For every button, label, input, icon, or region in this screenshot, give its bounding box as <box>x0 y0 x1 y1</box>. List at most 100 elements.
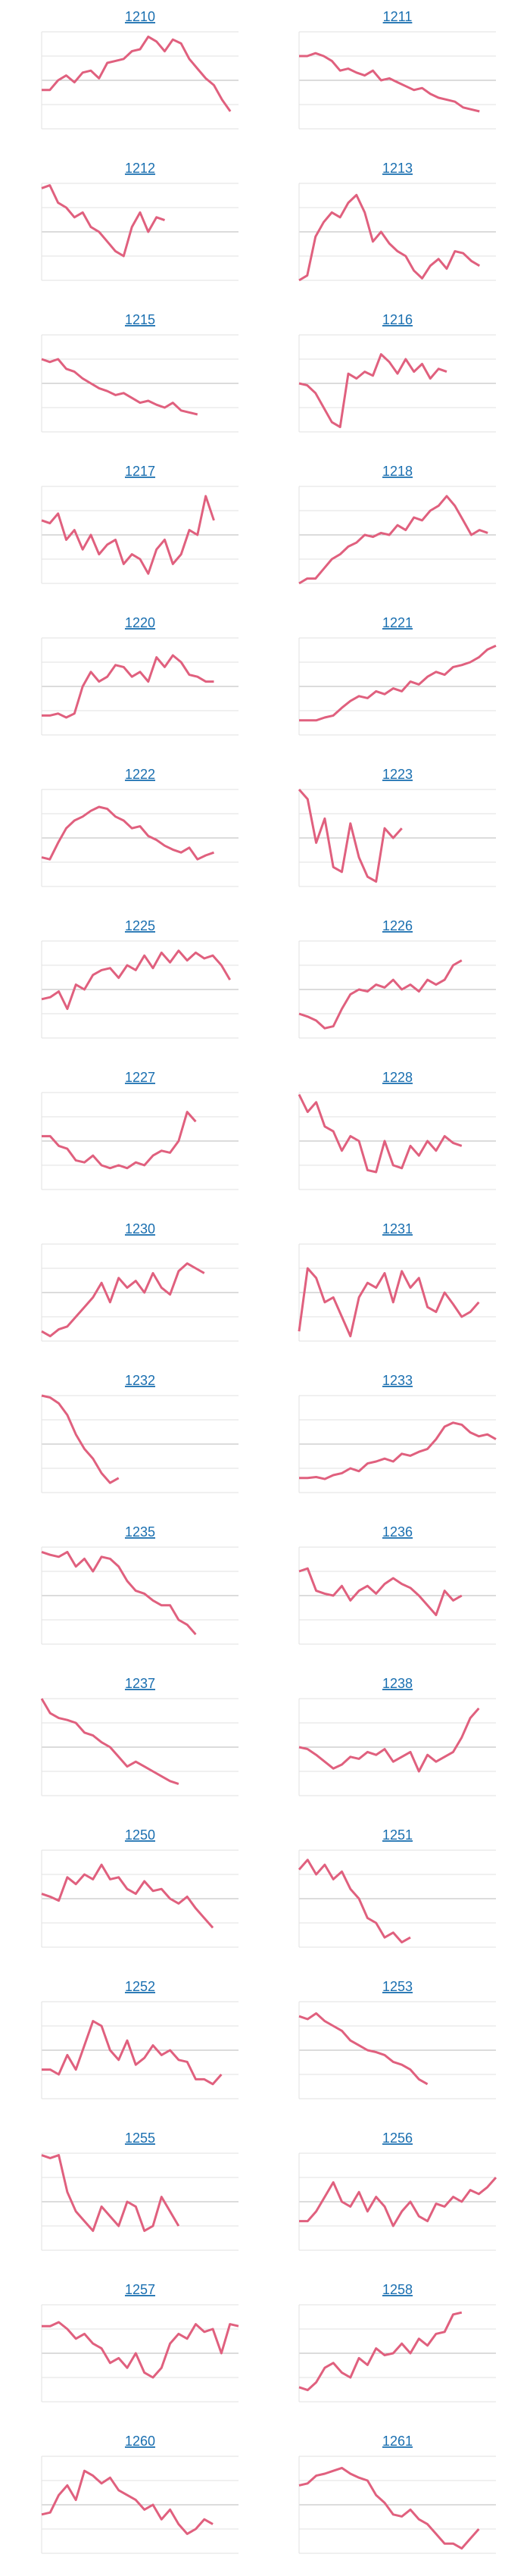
price-line <box>41 1262 205 1338</box>
chart-title-link[interactable]: 1258 <box>382 2282 413 2297</box>
price-line <box>299 644 497 722</box>
chart-title-link[interactable]: 1218 <box>382 464 413 479</box>
chart-title-link[interactable]: 1216 <box>382 312 413 327</box>
chart-title-link[interactable]: 1228 <box>382 1070 413 1085</box>
chart-title[interactable]: 1222 <box>125 767 155 782</box>
chart-title-link[interactable]: 1238 <box>382 1676 413 1691</box>
chart-title[interactable]: 1251 <box>382 1827 413 1843</box>
price-line <box>298 1093 463 1174</box>
chart-title-link[interactable]: 1233 <box>382 1373 413 1388</box>
mini-chart: 1215 <box>41 312 238 433</box>
chart-title[interactable]: 1250 <box>125 1827 155 1843</box>
chart-title[interactable]: 1232 <box>125 1373 155 1388</box>
price-line <box>298 1567 463 1617</box>
chart-title[interactable]: 1238 <box>382 1676 413 1691</box>
chart-title[interactable]: 1227 <box>125 1070 155 1085</box>
mini-chart: 1257 <box>41 2282 239 2402</box>
chart-title[interactable]: 1236 <box>382 1524 413 1540</box>
mini-chart: 1250 <box>41 1827 238 1948</box>
mini-chart: 1251 <box>298 1827 496 1948</box>
price-line <box>298 2311 463 2392</box>
chart-title[interactable]: 1252 <box>125 1979 155 1994</box>
chart-title-link[interactable]: 1220 <box>125 615 155 630</box>
chart-title[interactable]: 1212 <box>125 161 155 176</box>
price-line <box>42 2321 239 2379</box>
mini-chart: 1255 <box>41 2131 238 2251</box>
price-line <box>298 193 481 282</box>
price-line <box>298 2012 429 2086</box>
chart-title-link[interactable]: 1250 <box>125 1827 155 1843</box>
chart-title[interactable]: 1210 <box>125 9 155 24</box>
mini-chart: 1220 <box>41 615 238 736</box>
chart-title-link[interactable]: 1255 <box>125 2131 155 2146</box>
chart-title-link[interactable]: 1211 <box>383 9 413 24</box>
mini-chart: 1236 <box>298 1524 496 1645</box>
mini-chart: 1235 <box>41 1524 238 1645</box>
chart-title-link[interactable]: 1232 <box>125 1373 155 1388</box>
mini-chart: 1223 <box>298 767 496 887</box>
chart-title-link[interactable]: 1235 <box>125 1524 155 1540</box>
chart-title[interactable]: 1215 <box>125 312 155 327</box>
chart-title-link[interactable]: 1257 <box>125 2282 155 2297</box>
chart-title[interactable]: 1255 <box>125 2131 155 2146</box>
chart-title-link[interactable]: 1225 <box>125 918 155 933</box>
chart-title[interactable]: 1235 <box>125 1524 155 1540</box>
chart-title[interactable]: 1228 <box>382 1070 413 1085</box>
chart-title[interactable]: 1221 <box>382 615 413 630</box>
chart-title[interactable]: 1225 <box>125 918 155 933</box>
chart-title[interactable]: 1218 <box>382 464 413 479</box>
chart-title-link[interactable]: 1256 <box>382 2131 413 2146</box>
mini-chart: 1232 <box>41 1373 238 1493</box>
mini-chart: 1256 <box>298 2131 497 2251</box>
chart-title-link[interactable]: 1231 <box>382 1221 413 1236</box>
price-line <box>298 789 403 883</box>
price-line <box>41 949 231 1011</box>
chart-title[interactable]: 1217 <box>125 464 155 479</box>
chart-title-link[interactable]: 1237 <box>125 1676 155 1691</box>
chart-title[interactable]: 1216 <box>382 312 413 327</box>
chart-title-link[interactable]: 1210 <box>125 9 155 24</box>
chart-title[interactable]: 1213 <box>382 161 413 176</box>
chart-title-link[interactable]: 1252 <box>125 1979 155 1994</box>
chart-title-link[interactable]: 1213 <box>382 161 413 176</box>
chart-title[interactable]: 1260 <box>125 2434 155 2449</box>
chart-title-link[interactable]: 1253 <box>382 1979 413 1994</box>
mini-chart: 1210 <box>41 9 238 130</box>
chart-title[interactable]: 1220 <box>125 615 155 630</box>
price-line <box>41 1863 214 1929</box>
mini-chart: 1260 <box>41 2434 238 2554</box>
chart-title[interactable]: 1226 <box>382 918 413 933</box>
chart-title[interactable]: 1231 <box>382 1221 413 1236</box>
chart-title-link[interactable]: 1261 <box>382 2434 413 2449</box>
chart-title-link[interactable]: 1226 <box>382 918 413 933</box>
price-line <box>299 2177 497 2227</box>
chart-title-link[interactable]: 1222 <box>125 767 155 782</box>
chart-title-link[interactable]: 1215 <box>125 312 155 327</box>
mini-chart: 1231 <box>298 1221 496 1342</box>
chart-title-link[interactable]: 1260 <box>125 2434 155 2449</box>
chart-title[interactable]: 1261 <box>382 2434 413 2449</box>
mini-chart: 1217 <box>41 464 238 584</box>
chart-title[interactable]: 1230 <box>125 1221 155 1236</box>
chart-title[interactable]: 1257 <box>125 2282 155 2297</box>
chart-title-link[interactable]: 1230 <box>125 1221 155 1236</box>
chart-title[interactable]: 1258 <box>382 2282 413 2297</box>
chart-title[interactable]: 1211 <box>383 9 413 24</box>
chart-title[interactable]: 1256 <box>382 2131 413 2146</box>
price-line <box>299 1421 497 1480</box>
price-line <box>42 1111 197 1170</box>
chart-title-link[interactable]: 1217 <box>125 464 155 479</box>
price-line <box>41 184 165 258</box>
chart-title[interactable]: 1237 <box>125 1676 155 1691</box>
mini-chart: 1222 <box>41 767 238 887</box>
chart-title-link[interactable]: 1212 <box>125 161 155 176</box>
chart-title-link[interactable]: 1227 <box>125 1070 155 1085</box>
chart-title-link[interactable]: 1221 <box>382 615 413 630</box>
chart-title-link[interactable]: 1223 <box>382 767 413 782</box>
chart-title[interactable]: 1223 <box>382 767 413 782</box>
price-line <box>298 1859 411 1944</box>
chart-title[interactable]: 1233 <box>382 1373 413 1388</box>
chart-title-link[interactable]: 1251 <box>382 1827 413 1843</box>
chart-title[interactable]: 1253 <box>382 1979 413 1994</box>
chart-title-link[interactable]: 1236 <box>382 1524 413 1540</box>
